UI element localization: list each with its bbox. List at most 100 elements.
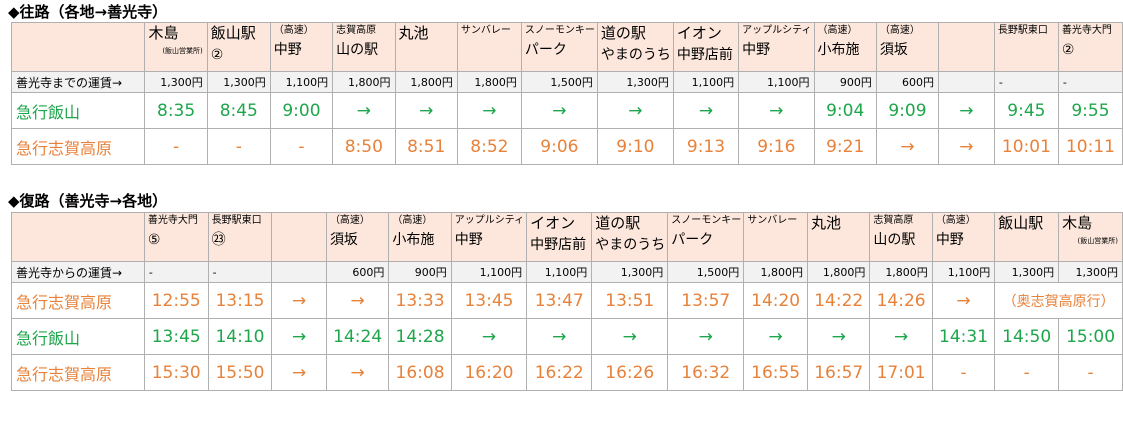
time-cell: 17:01 bbox=[869, 354, 933, 391]
fare-cell bbox=[937, 71, 995, 93]
stop-header: 飯山駅 ② bbox=[206, 22, 271, 72]
fare-cell: - bbox=[1057, 71, 1123, 93]
stop-name-line2: 中野 bbox=[935, 232, 964, 248]
time-cell: 12:55 bbox=[143, 282, 209, 319]
time-cell: → bbox=[937, 128, 995, 165]
fare-cell: 1,300円 bbox=[1058, 261, 1123, 283]
time-cell: → bbox=[271, 354, 327, 391]
time-cell: 14:24 bbox=[325, 318, 390, 355]
stop-header: （高速） 須坂 bbox=[875, 22, 939, 72]
time-cell: → bbox=[520, 92, 598, 129]
time-cell: → bbox=[332, 92, 396, 129]
stop-name-line2 bbox=[396, 43, 456, 45]
route-label: 急行志賀高原 bbox=[11, 282, 145, 319]
outbound-title: ◆往路（各地→善光寺） bbox=[8, 3, 168, 21]
stop-name-line1: （高速） bbox=[329, 215, 370, 226]
stop-name-line1: （高速） bbox=[392, 215, 433, 226]
stop-name-line2 bbox=[996, 233, 1058, 235]
stop-name-line1: （高速） bbox=[273, 25, 314, 36]
stop-header: 木島 (飯山営業所) bbox=[144, 22, 208, 72]
time-cell: 14:10 bbox=[207, 318, 273, 355]
stop-name-line1: イオン bbox=[676, 24, 722, 42]
stop-name-line2: 須坂 bbox=[879, 42, 908, 58]
time-cell: 9:13 bbox=[672, 128, 740, 165]
time-cell: → bbox=[456, 92, 522, 129]
time-cell: 13:15 bbox=[207, 282, 273, 319]
schedule-row: 急行志賀高原 15:30 15:50 → → 16:08 16:20 16:22 16:26 16… bbox=[11, 354, 1123, 391]
stop-header: 善光寺大門 ⑤ bbox=[143, 212, 209, 262]
stop-name-line1: 善光寺大門 bbox=[147, 215, 198, 226]
time-cell: 9:00 bbox=[269, 92, 334, 129]
stop-name-line2: (飯山営業所) bbox=[162, 47, 203, 55]
time-cell: - bbox=[144, 128, 208, 165]
time-cell: 13:57 bbox=[667, 282, 745, 319]
stop-name-line1: スノーモンキー bbox=[671, 215, 742, 226]
stop-header bbox=[271, 212, 327, 262]
time-cell: 14:31 bbox=[931, 318, 996, 355]
fare-cell: 1,300円 bbox=[994, 261, 1060, 283]
time-cell: 10:01 bbox=[993, 128, 1059, 165]
route-label: 急行志賀高原 bbox=[11, 354, 145, 391]
fare-cell: 1,800円 bbox=[743, 261, 808, 283]
header-corner bbox=[10, 22, 146, 72]
time-cell: → bbox=[394, 92, 458, 129]
stop-header: 木島 (飯山営業所) bbox=[1058, 212, 1123, 262]
time-cell: 16:55 bbox=[743, 354, 808, 391]
stop-header: 道の駅 やまのうち bbox=[591, 212, 669, 262]
time-cell: 13:45 bbox=[143, 318, 209, 355]
time-cell: 9:21 bbox=[813, 128, 877, 165]
route-label: 急行志賀高原 bbox=[10, 128, 146, 165]
fare-cell: 900円 bbox=[388, 261, 452, 283]
stop-name-line2: ② bbox=[210, 47, 224, 63]
schedule-row: 急行飯山 13:45 14:10 → 14:24 14:28 → → → → → → → 14:31 14:… bbox=[11, 318, 1123, 355]
time-cell: 14:20 bbox=[743, 282, 808, 319]
fare-row: 善光寺までの運賃→ 1,300円 1,300円 1,100円 1,800円 1,800円 1… bbox=[10, 71, 1123, 93]
stop-name-line1: 丸池 bbox=[398, 24, 429, 42]
time-cell: 14:22 bbox=[806, 282, 871, 319]
stop-name-line1: アップルシティ bbox=[742, 25, 812, 36]
return-title: ◆復路（善光寺→各地） bbox=[8, 192, 168, 210]
time-cell: 14:28 bbox=[388, 318, 452, 355]
time-cell: - bbox=[206, 128, 271, 165]
stop-header: サンバレー bbox=[456, 22, 522, 72]
stop-header: サンバレー bbox=[743, 212, 808, 262]
stop-name-line2: 須坂 bbox=[329, 232, 358, 248]
stop-name-line1: 道の駅 bbox=[595, 214, 641, 232]
time-cell: 9:09 bbox=[875, 92, 939, 129]
time-cell: → bbox=[271, 282, 327, 319]
stop-name-line2: 中野 bbox=[742, 42, 771, 58]
time-cell: 16:08 bbox=[388, 354, 452, 391]
time-cell: 9:55 bbox=[1057, 92, 1123, 129]
stop-name-line2: 小布施 bbox=[392, 232, 435, 248]
time-cell: 10:11 bbox=[1057, 128, 1123, 165]
stop-name-line1: 長野駅東口 bbox=[211, 215, 262, 226]
stop-header: スノーモンキー パーク bbox=[520, 22, 598, 72]
fare-cell: 1,100円 bbox=[526, 261, 593, 283]
time-cell: 9:10 bbox=[596, 128, 674, 165]
stop-name-line2: 中野 bbox=[273, 42, 302, 58]
time-cell: → bbox=[667, 318, 745, 355]
time-cell: 13:33 bbox=[388, 282, 452, 319]
stop-name-line1: 丸池 bbox=[811, 214, 842, 232]
stop-header: イオン 中野店前 bbox=[672, 22, 740, 72]
stop-name-line1: サンバレー bbox=[747, 215, 798, 226]
fare-cell: 1,800円 bbox=[869, 261, 933, 283]
time-cell: → bbox=[806, 318, 871, 355]
time-cell: → bbox=[738, 92, 815, 129]
fare-cell: 1,100円 bbox=[269, 71, 334, 93]
stop-name-line1: 善光寺大門 bbox=[1061, 25, 1112, 36]
stop-header: （高速） 須坂 bbox=[325, 212, 390, 262]
fare-cell: 600円 bbox=[325, 261, 390, 283]
fare-cell: 1,300円 bbox=[591, 261, 669, 283]
time-cell: 9:45 bbox=[993, 92, 1059, 129]
stop-header: イオン 中野店前 bbox=[526, 212, 593, 262]
stop-name-line1: 志賀高原 bbox=[873, 215, 914, 226]
fare-cell: 900円 bbox=[813, 71, 877, 93]
time-cell: → bbox=[325, 354, 390, 391]
stop-name-line1: （高速） bbox=[817, 25, 858, 36]
stop-name-line2: 山の駅 bbox=[336, 42, 379, 58]
stop-name-line2 bbox=[939, 24, 993, 26]
stop-name-line2 bbox=[995, 38, 1057, 40]
